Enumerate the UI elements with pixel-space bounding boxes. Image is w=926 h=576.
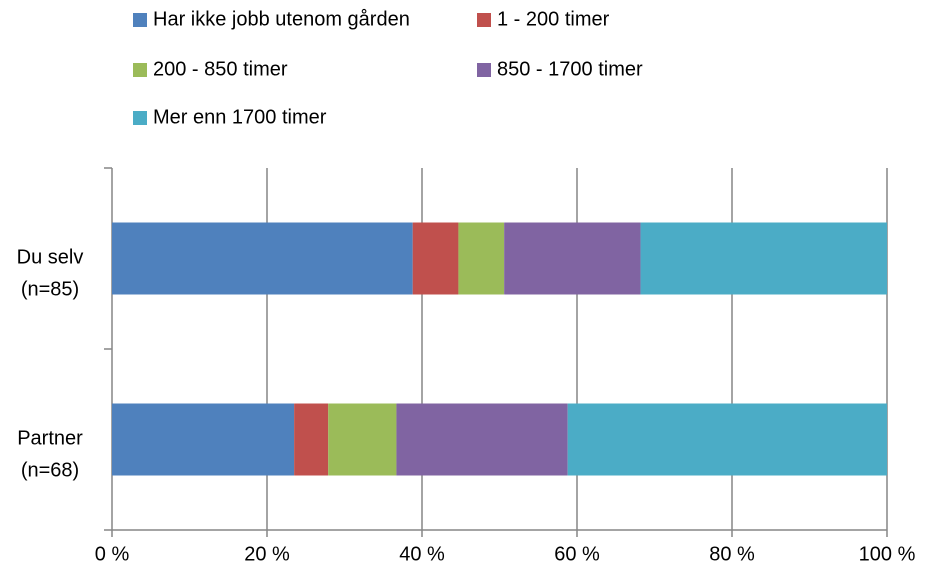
bar-segment: [328, 403, 397, 476]
legend-swatch: [477, 13, 491, 27]
legend-label: 200 - 850 timer: [153, 58, 288, 80]
bar-segment: [458, 222, 505, 295]
x-tick-label: 0 %: [95, 543, 130, 565]
bar-segment: [112, 403, 295, 476]
legend-label: Har ikke jobb utenom gården: [153, 8, 410, 30]
legend-swatch: [133, 63, 147, 77]
bar-segment: [396, 403, 568, 476]
legend-label: 1 - 200 timer: [497, 8, 610, 30]
y-tick-label: Partner (n=68): [17, 428, 83, 482]
bar-segment: [112, 222, 413, 295]
bar-segment: [640, 222, 887, 295]
x-tick-label: 100 %: [859, 543, 916, 565]
legend-label: 850 - 1700 timer: [497, 58, 643, 80]
legend-label: Mer enn 1700 timer: [153, 106, 327, 128]
bar-segment: [504, 222, 641, 295]
y-tick-label: Du selv (n=85): [17, 247, 84, 301]
bar-segment: [567, 403, 887, 476]
bar-segment: [412, 222, 459, 295]
x-tick-label: 20 %: [244, 543, 290, 565]
legend-swatch: [133, 111, 147, 125]
x-tick-label: 60 %: [554, 543, 600, 565]
legend-swatch: [477, 63, 491, 77]
x-tick-label: 40 %: [399, 543, 445, 565]
bar-segment: [294, 403, 329, 476]
legend-swatch: [133, 13, 147, 27]
x-tick-label: 80 %: [709, 543, 755, 565]
